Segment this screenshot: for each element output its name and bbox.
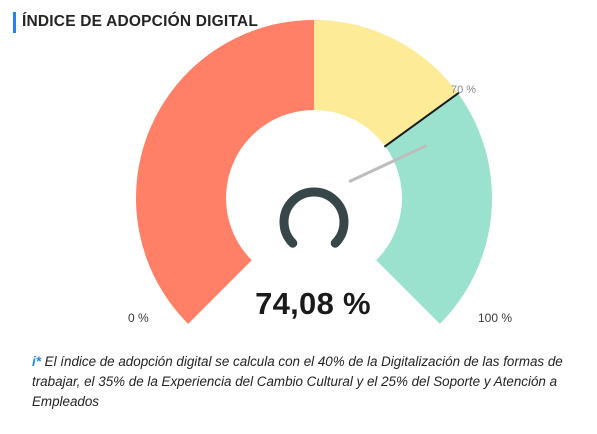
gauge-band-0	[135, 19, 314, 324]
gauge-band-1	[314, 19, 459, 147]
title-accent-bar	[13, 12, 16, 33]
footnote-text: El índice de adopción digital se calcula…	[32, 354, 563, 409]
gauge-needle	[348, 144, 427, 183]
gauge-target-label: 70 %	[451, 84, 477, 96]
gauge-target-line	[383, 91, 460, 148]
gauge-hub	[279, 187, 349, 248]
card-title: ÍNDICE DE ADOPCIÓN DIGITAL	[22, 13, 258, 30]
footnote: i* El índice de adopción digital se calc…	[32, 352, 577, 412]
gauge-band-2	[376, 93, 493, 324]
info-marker: i*	[32, 354, 41, 369]
gauge-value-label: 74,08 %	[255, 286, 371, 321]
gauge-max-label: 100 %	[478, 311, 513, 325]
gauge-min-label: 0 %	[128, 311, 149, 325]
